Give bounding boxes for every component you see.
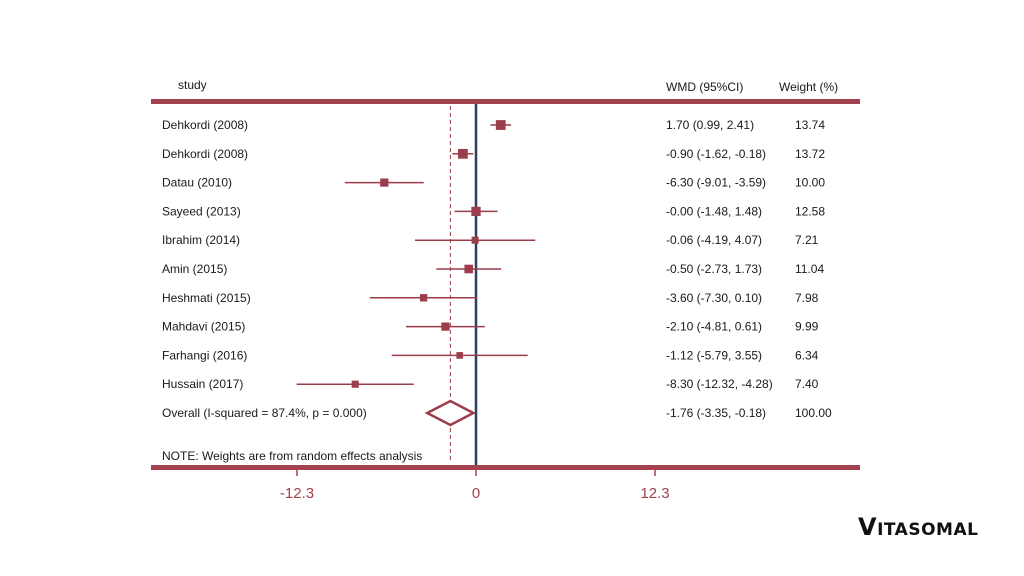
study-label: Farhangi (2016) [162, 348, 247, 362]
point-estimate-marker [456, 352, 464, 359]
header-study: study [178, 78, 207, 92]
point-estimate-marker [495, 120, 506, 130]
weight-text: 11.04 [795, 262, 824, 276]
effect-ci-text: 1.70 (0.99, 2.41) [666, 118, 754, 132]
study-label: Heshmati (2015) [162, 291, 251, 305]
effect-ci-text: -1.12 (-5.79, 3.55) [666, 348, 762, 362]
weight-text: 13.74 [795, 118, 825, 132]
point-estimate-marker [471, 206, 481, 217]
overall-ci-text: -1.76 (-3.35, -0.18) [666, 406, 766, 420]
bottom-rule [151, 465, 860, 470]
study-label: Sayeed (2013) [162, 204, 241, 218]
effect-ci-text: -2.10 (-4.81, 0.61) [666, 320, 762, 334]
point-estimate-marker [380, 178, 389, 187]
point-estimate-marker [441, 322, 450, 331]
x-tick-label: -12.3 [280, 485, 314, 502]
study-label: Hussain (2017) [162, 377, 243, 391]
point-estimate-marker [419, 294, 428, 302]
point-estimate-marker [471, 236, 479, 244]
weight-text: 12.58 [795, 204, 825, 218]
study-label: Dehkordi (2008) [162, 147, 248, 161]
effect-ci-text: -0.90 (-1.62, -0.18) [666, 147, 766, 161]
effect-ci-text: -8.30 (-12.32, -4.28) [666, 377, 773, 391]
study-label: Mahdavi (2015) [162, 320, 245, 334]
weight-text: 13.72 [795, 147, 825, 161]
weight-text: 9.99 [795, 320, 819, 334]
weight-text: 7.98 [795, 291, 819, 305]
point-estimate-marker [458, 148, 468, 159]
top-rule [151, 99, 860, 104]
effect-ci-text: -0.50 (-2.73, 1.73) [666, 262, 762, 276]
point-estimate-marker [464, 264, 474, 274]
overall-label: Overall (I-squared = 87.4%, p = 0.000) [162, 406, 367, 420]
header-effect: WMD (95%CI) [666, 80, 743, 94]
weight-text: 6.34 [795, 348, 819, 362]
effect-ci-text: -0.00 (-1.48, 1.48) [666, 204, 762, 218]
study-label: Dehkordi (2008) [162, 118, 248, 132]
effect-ci-text: -0.06 (-4.19, 4.07) [666, 233, 762, 247]
study-label: Amin (2015) [162, 262, 227, 276]
overall-weight-text: 100.00 [795, 406, 832, 420]
overall-diamond [424, 399, 477, 427]
point-estimate-marker [351, 380, 359, 388]
weight-text: 7.40 [795, 377, 819, 391]
weight-text: 10.00 [795, 176, 825, 190]
study-label: Datau (2010) [162, 176, 232, 190]
effect-ci-text: -3.60 (-7.30, 0.10) [666, 291, 762, 305]
header-weight: Weight (%) [779, 80, 838, 94]
x-tick-label: 0 [472, 485, 480, 502]
effect-ci-text: -6.30 (-9.01, -3.59) [666, 176, 766, 190]
footnote: NOTE: Weights are from random effects an… [162, 449, 422, 463]
weight-text: 7.21 [795, 233, 819, 247]
study-label: Ibrahim (2014) [162, 233, 240, 247]
x-tick-label: 12.3 [640, 485, 669, 502]
vitasomal-logo: VITASOMAL [858, 513, 979, 541]
